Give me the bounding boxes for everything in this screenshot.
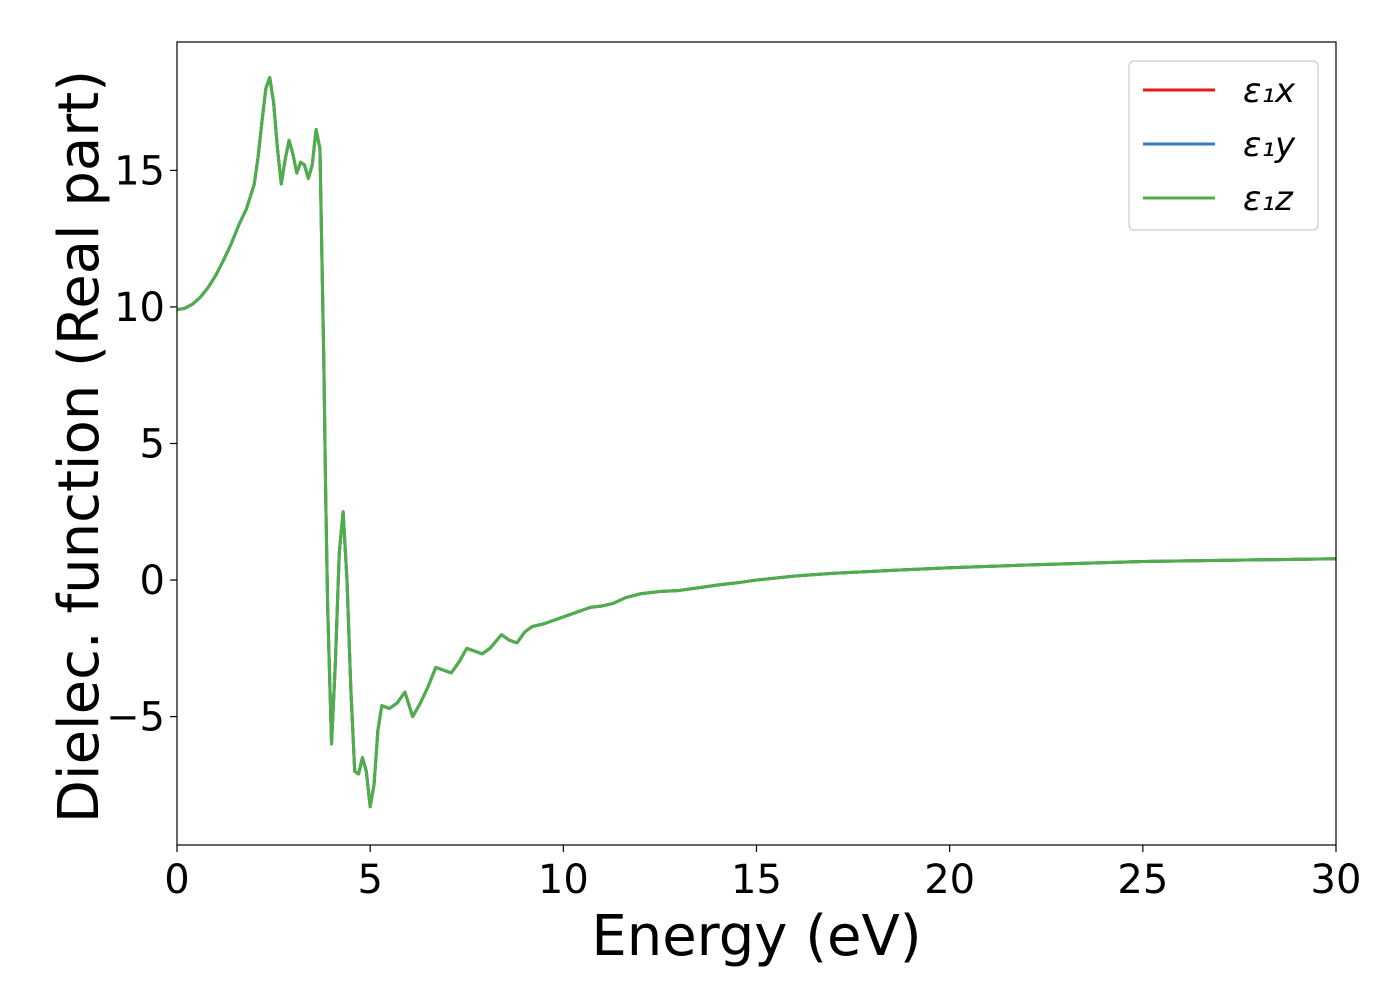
y-tick-label: 10 [114, 285, 165, 331]
x-tick-label: 15 [731, 857, 782, 903]
x-tick-label: 0 [164, 857, 189, 903]
series-line-2 [177, 76, 1336, 809]
x-tick-label: 30 [1311, 857, 1362, 903]
legend-label-0: ε₁x [1243, 71, 1296, 111]
legend-label-1: ε₁y [1243, 125, 1296, 165]
legend: ε₁x ε₁y ε₁z [1128, 60, 1319, 231]
x-tick-label: 10 [538, 857, 589, 903]
series-layer [177, 76, 1336, 809]
y-tick-label: 0 [140, 558, 165, 604]
ticks-layer: 0 5 10 15 20 25 30 −5 0 5 10 15 [106, 148, 1361, 903]
x-tick-label: 5 [357, 857, 382, 903]
legend-frame [1128, 60, 1319, 231]
legend-label-2: ε₁z [1243, 179, 1294, 219]
y-tick-label: 5 [140, 422, 165, 468]
y-tick-label: 15 [114, 148, 165, 194]
x-tick-label: 20 [924, 857, 975, 903]
y-tick-label: −5 [106, 695, 165, 741]
x-axis-title: Energy (eV) [591, 904, 921, 969]
x-tick-label: 25 [1117, 857, 1168, 903]
y-axis-title: Dielec. function (Real part) [47, 70, 112, 823]
